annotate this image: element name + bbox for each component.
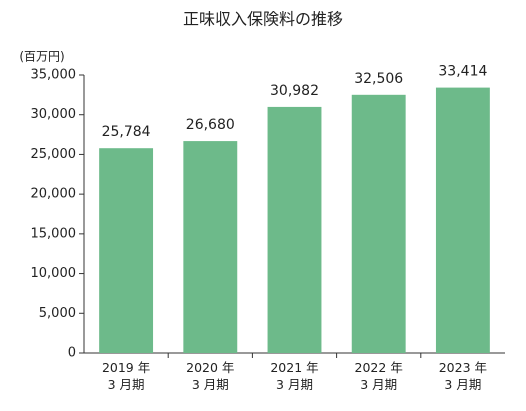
y-tick-label: 25,000	[31, 147, 77, 162]
y-tick-label: 5,000	[39, 306, 76, 321]
bar	[351, 94, 406, 354]
x-tick-label: 2021 年 3 月期	[270, 360, 319, 392]
data-label: 25,784	[102, 124, 151, 140]
y-tick-label: 20,000	[31, 187, 77, 202]
y-tick-label: 35,000	[31, 68, 77, 83]
bar	[183, 141, 238, 353]
bar	[435, 87, 490, 353]
data-label: 26,680	[186, 117, 235, 133]
bar	[99, 148, 154, 353]
data-label: 30,982	[270, 83, 319, 99]
x-tick-label: 2023 年 3 月期	[438, 360, 488, 392]
data-label: 32,506	[354, 71, 403, 87]
data-label: 33,414	[438, 64, 487, 80]
x-tick-label: 2019 年 3 月期	[101, 360, 151, 392]
y-unit: (百万円)	[19, 50, 64, 64]
bar	[267, 106, 322, 353]
x-tick-label: 2020 年 3 月期	[186, 360, 235, 392]
chart-title: 正味収入保険料の推移	[183, 10, 343, 29]
y-tick-label: 30,000	[31, 107, 77, 122]
y-tick-label: 15,000	[31, 226, 77, 241]
y-tick-label: 0	[68, 346, 76, 361]
x-tick-label: 2022 年 3 月期	[354, 360, 403, 392]
y-tick-label: 10,000	[31, 266, 77, 281]
